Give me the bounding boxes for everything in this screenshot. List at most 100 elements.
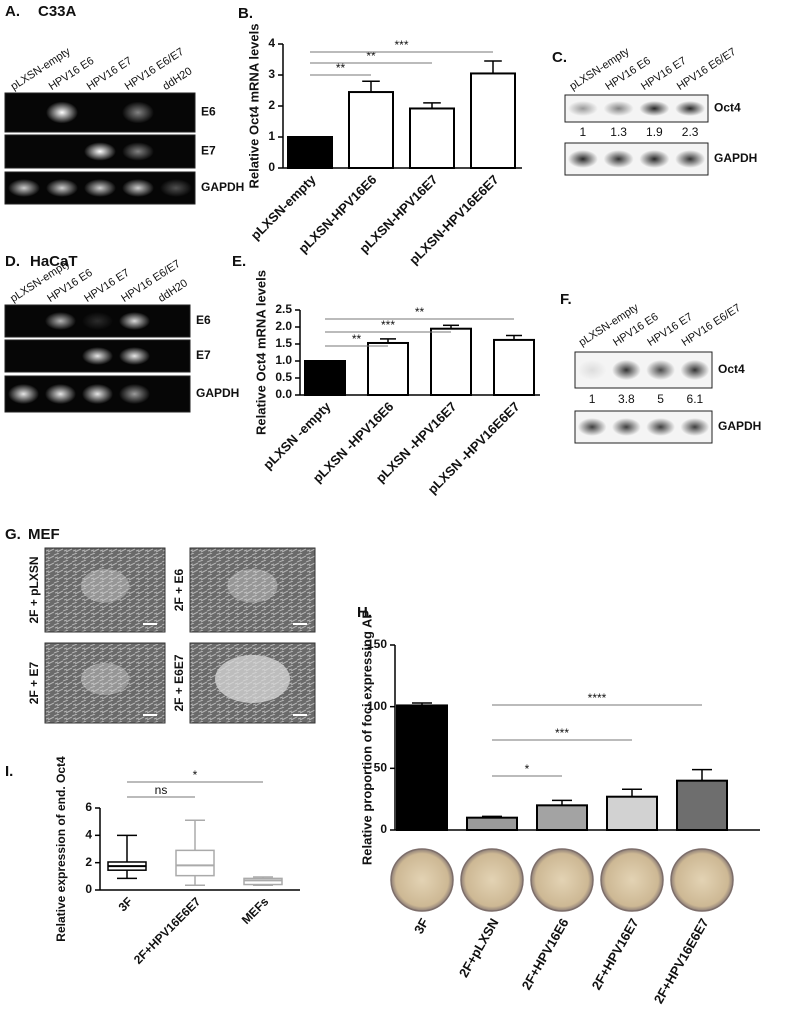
band bbox=[118, 347, 151, 365]
y-tick-label: 2.0 bbox=[275, 319, 292, 333]
significance-label: ** bbox=[352, 332, 362, 346]
y-tick-label: 1.0 bbox=[275, 353, 292, 367]
bar bbox=[493, 338, 535, 397]
image-label: 2F + E6E7 bbox=[172, 654, 186, 711]
band bbox=[567, 150, 598, 168]
y-axis-label: Relative proportion of foci expressing A… bbox=[359, 610, 374, 866]
row-label: E7 bbox=[201, 144, 216, 158]
colony bbox=[215, 655, 290, 703]
x-tick-label: 2F+HPV16E6E7 bbox=[651, 916, 712, 1006]
bar bbox=[466, 816, 518, 832]
panel-label: C. bbox=[552, 49, 567, 66]
row-label: GAPDH bbox=[714, 151, 757, 165]
y-tick-label: 0.0 bbox=[275, 387, 292, 401]
row-label: E7 bbox=[196, 348, 211, 362]
band bbox=[46, 179, 78, 197]
band bbox=[567, 100, 598, 117]
band-quantification: 6.1 bbox=[687, 392, 704, 406]
y-tick-label: 50 bbox=[374, 761, 388, 775]
x-tick-label: 2F+HPV16E6 bbox=[519, 916, 572, 993]
y-tick-label: 0 bbox=[85, 882, 92, 896]
micrograph bbox=[189, 547, 316, 633]
panel-label: F. bbox=[560, 291, 572, 308]
band bbox=[603, 150, 634, 168]
colony-plate bbox=[460, 848, 524, 912]
colony bbox=[81, 569, 129, 603]
band-quantification: 2.3 bbox=[682, 125, 699, 139]
significance-label: *** bbox=[381, 318, 395, 332]
band-quantification: 1 bbox=[580, 125, 587, 139]
bar bbox=[536, 804, 588, 831]
band-quantification: 1.9 bbox=[646, 125, 663, 139]
significance-label: ** bbox=[366, 49, 376, 63]
row-label: E6 bbox=[201, 105, 216, 119]
lane-label: HPV16 E6/E7 bbox=[675, 46, 738, 93]
lane-label: HPV16 E6/E7 bbox=[680, 302, 743, 349]
y-tick-label: 6 bbox=[85, 800, 92, 814]
bar bbox=[470, 72, 516, 169]
panel-label: H. bbox=[357, 604, 372, 621]
y-tick-label: 2 bbox=[268, 98, 275, 112]
panel-title: C33A bbox=[38, 3, 77, 20]
band bbox=[122, 179, 154, 197]
band bbox=[46, 101, 78, 124]
x-tick-label: 2F+HPV16E6E7 bbox=[131, 894, 204, 967]
significance-label: * bbox=[525, 762, 530, 776]
band bbox=[646, 359, 676, 381]
band bbox=[84, 179, 116, 197]
band bbox=[160, 179, 192, 197]
colony-plate bbox=[670, 848, 734, 912]
y-tick-label: 2.5 bbox=[275, 302, 292, 316]
y-tick-label: 2 bbox=[85, 855, 92, 869]
y-tick-label: 100 bbox=[367, 699, 387, 713]
colony-plate bbox=[600, 848, 664, 912]
panel-label: D. bbox=[5, 253, 20, 270]
x-tick-label: 3F bbox=[411, 916, 432, 937]
band bbox=[84, 142, 116, 161]
y-tick-label: 4 bbox=[268, 36, 275, 50]
band bbox=[7, 383, 40, 405]
bar bbox=[606, 795, 658, 832]
band bbox=[639, 150, 670, 168]
bar bbox=[304, 360, 346, 396]
bar bbox=[676, 779, 728, 832]
row-label: GAPDH bbox=[718, 419, 761, 433]
y-axis-label: Relative Oct4 mRNA levels bbox=[246, 24, 261, 189]
band bbox=[577, 418, 607, 436]
x-tick-label: 3F bbox=[116, 894, 136, 914]
panel-label: I. bbox=[5, 763, 13, 780]
panel-title: HaCaT bbox=[30, 253, 78, 270]
micrograph bbox=[44, 642, 166, 724]
panel-title: MEF bbox=[28, 526, 60, 543]
image-label: 2F + E7 bbox=[27, 661, 41, 704]
bar bbox=[409, 107, 455, 170]
band bbox=[81, 383, 114, 405]
colony bbox=[227, 569, 278, 603]
significance-label: **** bbox=[588, 691, 607, 705]
band bbox=[675, 100, 706, 117]
box bbox=[175, 849, 215, 877]
band bbox=[646, 418, 676, 436]
band bbox=[603, 100, 634, 117]
row-label: Oct4 bbox=[714, 101, 741, 115]
row-label: GAPDH bbox=[196, 386, 239, 400]
lane-label: ddH20 bbox=[161, 65, 195, 93]
row-label: E6 bbox=[196, 313, 211, 327]
band bbox=[680, 359, 710, 381]
band bbox=[611, 359, 641, 381]
lane-label: pLXSN-empty bbox=[568, 45, 632, 93]
band bbox=[611, 418, 641, 436]
y-tick-label: 3 bbox=[268, 67, 275, 81]
bar bbox=[367, 341, 409, 397]
y-tick-label: 1.5 bbox=[275, 336, 292, 350]
y-tick-label: 1 bbox=[268, 129, 275, 143]
band bbox=[122, 101, 154, 124]
band bbox=[44, 383, 77, 405]
band-quantification: 1 bbox=[589, 392, 596, 406]
bar bbox=[287, 136, 333, 169]
y-tick-label: 4 bbox=[85, 828, 92, 842]
y-axis-label: Relative Oct4 mRNA levels bbox=[253, 270, 268, 435]
band bbox=[118, 312, 151, 330]
y-axis-label: Relative expression of end. Oct4 bbox=[54, 756, 68, 942]
bar bbox=[396, 704, 448, 832]
